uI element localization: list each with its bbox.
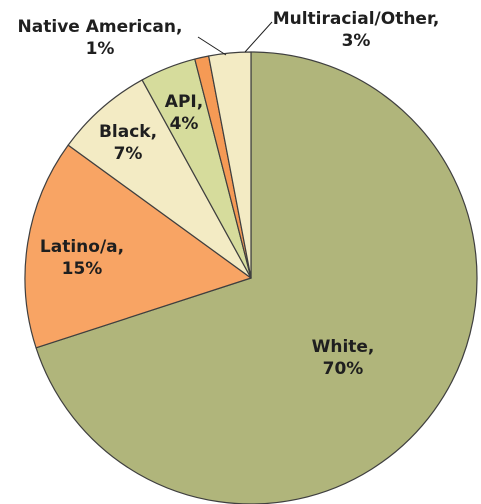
slice-value-white: 70% (323, 359, 364, 379)
slice-label-latino-a: Latino/a, 15% (40, 237, 124, 279)
leader-line-multiracial-other (244, 21, 273, 53)
slice-label-black: Black, 7% (99, 122, 157, 164)
slice-label-native-american: Native American, 1% (18, 17, 183, 59)
slice-category-latino-a: Latino/a, (40, 237, 124, 257)
slice-category-api: API, (165, 92, 203, 112)
slice-label-multiracial-other: Multiracial/Other, 3% (273, 9, 440, 51)
label-leader-lines (197, 21, 273, 56)
slice-category-native-american: Native American, (18, 17, 183, 37)
slice-category-white: White, (312, 337, 375, 357)
slice-label-white: White, 70% (312, 337, 375, 379)
slice-label-api: API, 4% (165, 92, 203, 134)
pie-slice-white (35, 51, 478, 504)
slice-value-api: 4% (170, 114, 199, 134)
leader-line-native-american (197, 36, 227, 56)
pie-slices (24, 51, 478, 504)
pie-slice-latino-a (24, 144, 252, 349)
slice-value-black: 7% (114, 144, 143, 164)
slice-labels: White, 70%Latino/a, 15%Black, 7%API, 4%Nativ… (18, 9, 440, 379)
slice-value-multiracial-other: 3% (342, 31, 371, 51)
slice-value-latino-a: 15% (62, 259, 103, 279)
slice-value-native-american: 1% (86, 39, 115, 59)
pie-slice-multiracial-other (208, 51, 252, 279)
slice-category-black: Black, (99, 122, 157, 142)
slice-category-multiracial-other: Multiracial/Other, (273, 9, 440, 29)
